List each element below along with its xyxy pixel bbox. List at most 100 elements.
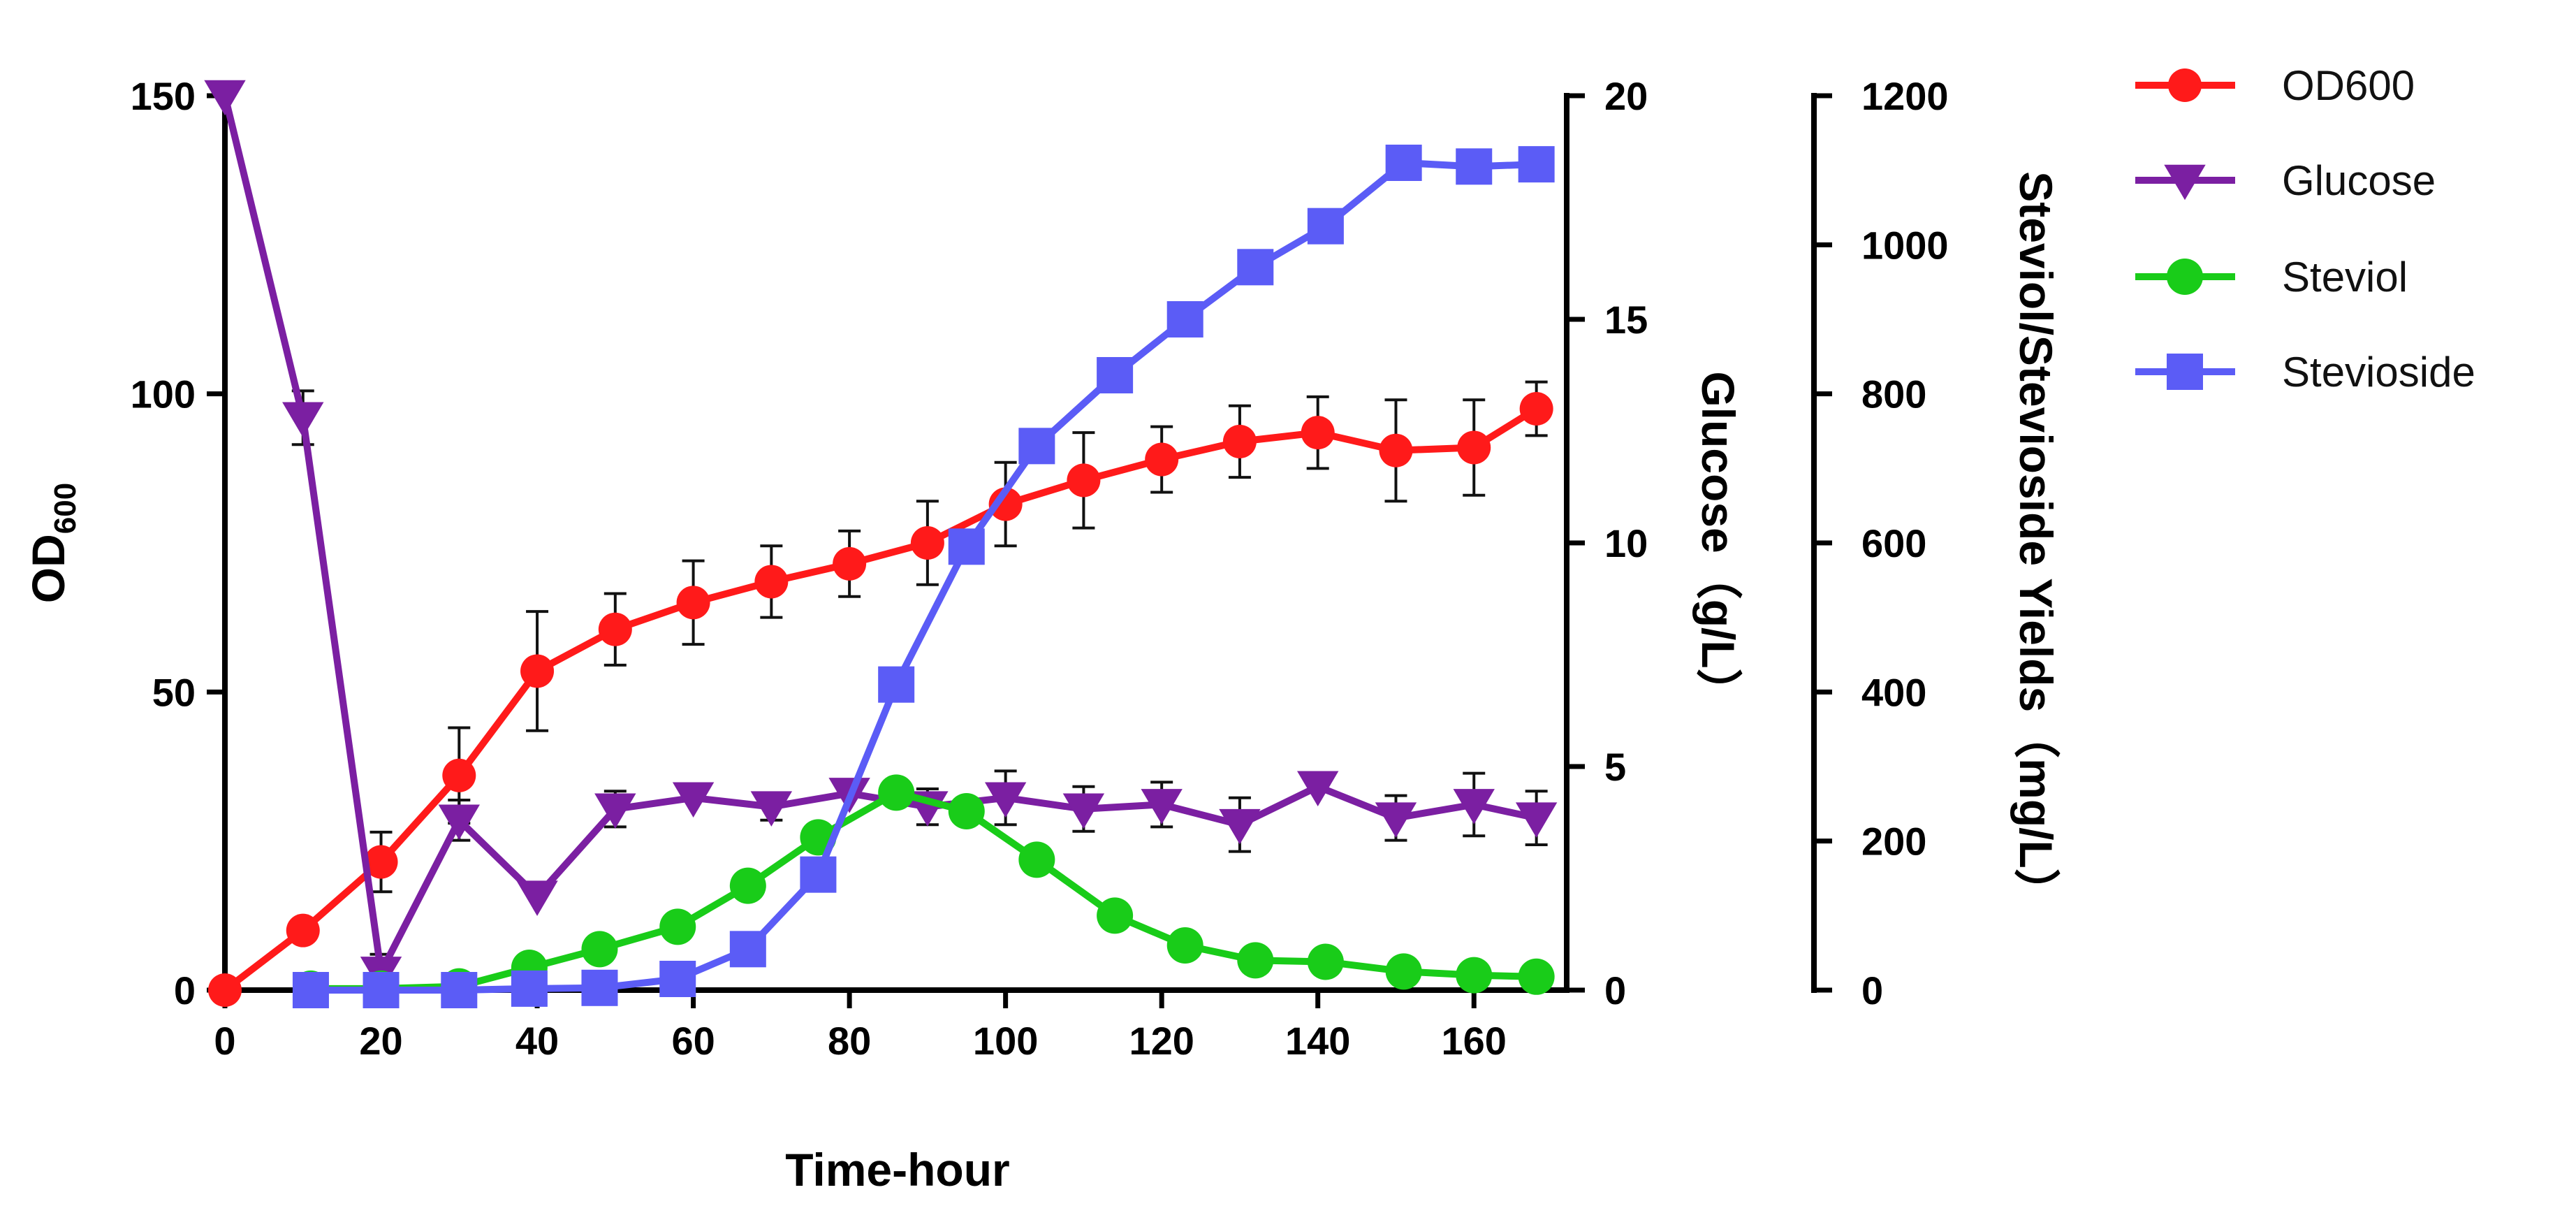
steviol-point bbox=[1097, 897, 1134, 934]
glucose-point bbox=[1515, 802, 1558, 838]
x-tick-label: 120 bbox=[1129, 1019, 1194, 1063]
legend-label: Glucose bbox=[2282, 157, 2436, 204]
od600-point bbox=[1301, 416, 1335, 450]
legend-item-steviol: Steviol bbox=[2135, 254, 2408, 300]
yield-tick-label: 0 bbox=[1861, 968, 1883, 1012]
legend-swatch-marker bbox=[2167, 354, 2203, 390]
glucose-point bbox=[438, 804, 480, 841]
od600-point bbox=[286, 913, 320, 947]
x-tick-label: 40 bbox=[515, 1019, 559, 1063]
glucose-point bbox=[282, 402, 324, 438]
stevioside-point bbox=[1385, 145, 1422, 181]
steviol-point bbox=[1456, 957, 1493, 994]
od600-point bbox=[1145, 442, 1179, 477]
glucose-point bbox=[672, 782, 715, 818]
glucose-point bbox=[1297, 771, 1339, 807]
steviol-point bbox=[948, 793, 985, 829]
glucose-point bbox=[1375, 802, 1417, 838]
legend-label: Steviol bbox=[2282, 254, 2408, 300]
steviol-point bbox=[1518, 958, 1555, 995]
steviol-point bbox=[1018, 841, 1055, 878]
yield-tick-label: 1000 bbox=[1861, 223, 1949, 267]
legend-item-stevioside: Stevioside bbox=[2135, 349, 2475, 395]
glucose-point bbox=[1219, 808, 1261, 845]
x-tick-label: 100 bbox=[973, 1019, 1038, 1063]
glucose-point bbox=[984, 782, 1027, 818]
steviol-point bbox=[878, 774, 915, 811]
yield-axis-title: Steviol/Stevioside Yields（mg/L） bbox=[2010, 171, 2062, 915]
legend-item-od600: OD600 bbox=[2135, 62, 2415, 109]
x-tick-label: 0 bbox=[214, 1019, 235, 1063]
left-tick-label: 50 bbox=[152, 670, 196, 714]
glucose-point bbox=[750, 791, 793, 827]
x-tick-label: 80 bbox=[828, 1019, 871, 1063]
od600-point bbox=[442, 758, 476, 792]
x-tick-label: 20 bbox=[359, 1019, 402, 1063]
glucose-point bbox=[594, 793, 636, 829]
plot-series bbox=[204, 80, 1558, 1008]
legend-swatch-marker bbox=[2167, 259, 2203, 295]
left-tick-label: 150 bbox=[131, 74, 196, 118]
steviol-point bbox=[1166, 927, 1203, 964]
glucose-tick-label: 15 bbox=[1604, 298, 1648, 342]
glucose-tick-label: 20 bbox=[1604, 74, 1648, 118]
od600-point bbox=[598, 612, 632, 646]
steviol-point bbox=[1307, 943, 1344, 980]
x-tick-label: 60 bbox=[671, 1019, 715, 1063]
od600-point bbox=[520, 654, 555, 688]
od600-point bbox=[1379, 433, 1413, 467]
x-tick-label: 140 bbox=[1285, 1019, 1350, 1063]
steviol-point bbox=[1385, 953, 1422, 990]
od600-point bbox=[208, 973, 242, 1007]
x-axis: 0 20 40 60 80 100 120 140 160 Time-hour bbox=[214, 987, 1567, 1196]
glucose-tick-label: 5 bbox=[1604, 745, 1626, 789]
glucose-tick-label: 0 bbox=[1604, 968, 1626, 1012]
left-ticks: 0 50 100 150 bbox=[131, 74, 225, 1012]
steviol-point bbox=[659, 908, 696, 945]
series-stevioside bbox=[292, 145, 1555, 1008]
glucose-point bbox=[1062, 793, 1105, 829]
od600-point bbox=[754, 565, 789, 599]
stevioside-point bbox=[1307, 208, 1344, 245]
od600-point bbox=[988, 487, 1023, 521]
od600-point bbox=[910, 526, 944, 560]
left-axis-title-main: OD bbox=[22, 534, 74, 603]
glucose-tick-label: 10 bbox=[1604, 521, 1648, 565]
stevioside-point bbox=[800, 856, 837, 893]
od600-point bbox=[676, 586, 710, 620]
od600-point bbox=[364, 845, 398, 879]
stevioside-line bbox=[310, 159, 1537, 994]
yield-tick-label: 400 bbox=[1861, 670, 1926, 714]
yield-tick-label: 1200 bbox=[1861, 74, 1949, 118]
glucose-point bbox=[516, 880, 558, 916]
od600-point bbox=[1519, 392, 1553, 426]
stevioside-point bbox=[363, 972, 400, 1008]
glucose-axis-title: Glucose（g/L） bbox=[1692, 371, 1744, 714]
legend-item-glucose: Glucose bbox=[2135, 157, 2436, 204]
legend-swatch-marker bbox=[2168, 68, 2202, 102]
left-tick-label: 0 bbox=[174, 968, 196, 1012]
stevioside-point bbox=[581, 969, 618, 1006]
stevioside-point bbox=[1456, 148, 1493, 185]
od600-point bbox=[1457, 430, 1491, 465]
legend-label: OD600 bbox=[2282, 62, 2415, 109]
stevioside-point bbox=[1237, 249, 1274, 286]
stevioside-point bbox=[292, 972, 329, 1008]
steviol-line bbox=[310, 789, 1537, 992]
left-axis-title: OD600 bbox=[22, 483, 82, 603]
left-tick-label: 100 bbox=[131, 372, 196, 416]
steviol-point bbox=[1237, 942, 1274, 979]
x-axis-title: Time-hour bbox=[785, 1144, 1009, 1196]
stevioside-point bbox=[948, 528, 985, 565]
stevioside-point bbox=[441, 972, 478, 1008]
glucose-point bbox=[1141, 789, 1183, 825]
stevioside-point bbox=[1166, 301, 1203, 337]
series-od600 bbox=[208, 380, 1553, 1007]
yield-tick-label: 800 bbox=[1861, 372, 1926, 416]
yield-tick-label: 200 bbox=[1861, 820, 1926, 864]
legend-label: Stevioside bbox=[2282, 349, 2475, 395]
yield-ticks: 0 200 400 600 800 1000 1200 bbox=[1814, 74, 1949, 1012]
yield-tick-label: 600 bbox=[1861, 521, 1926, 565]
stevioside-point bbox=[878, 666, 915, 703]
